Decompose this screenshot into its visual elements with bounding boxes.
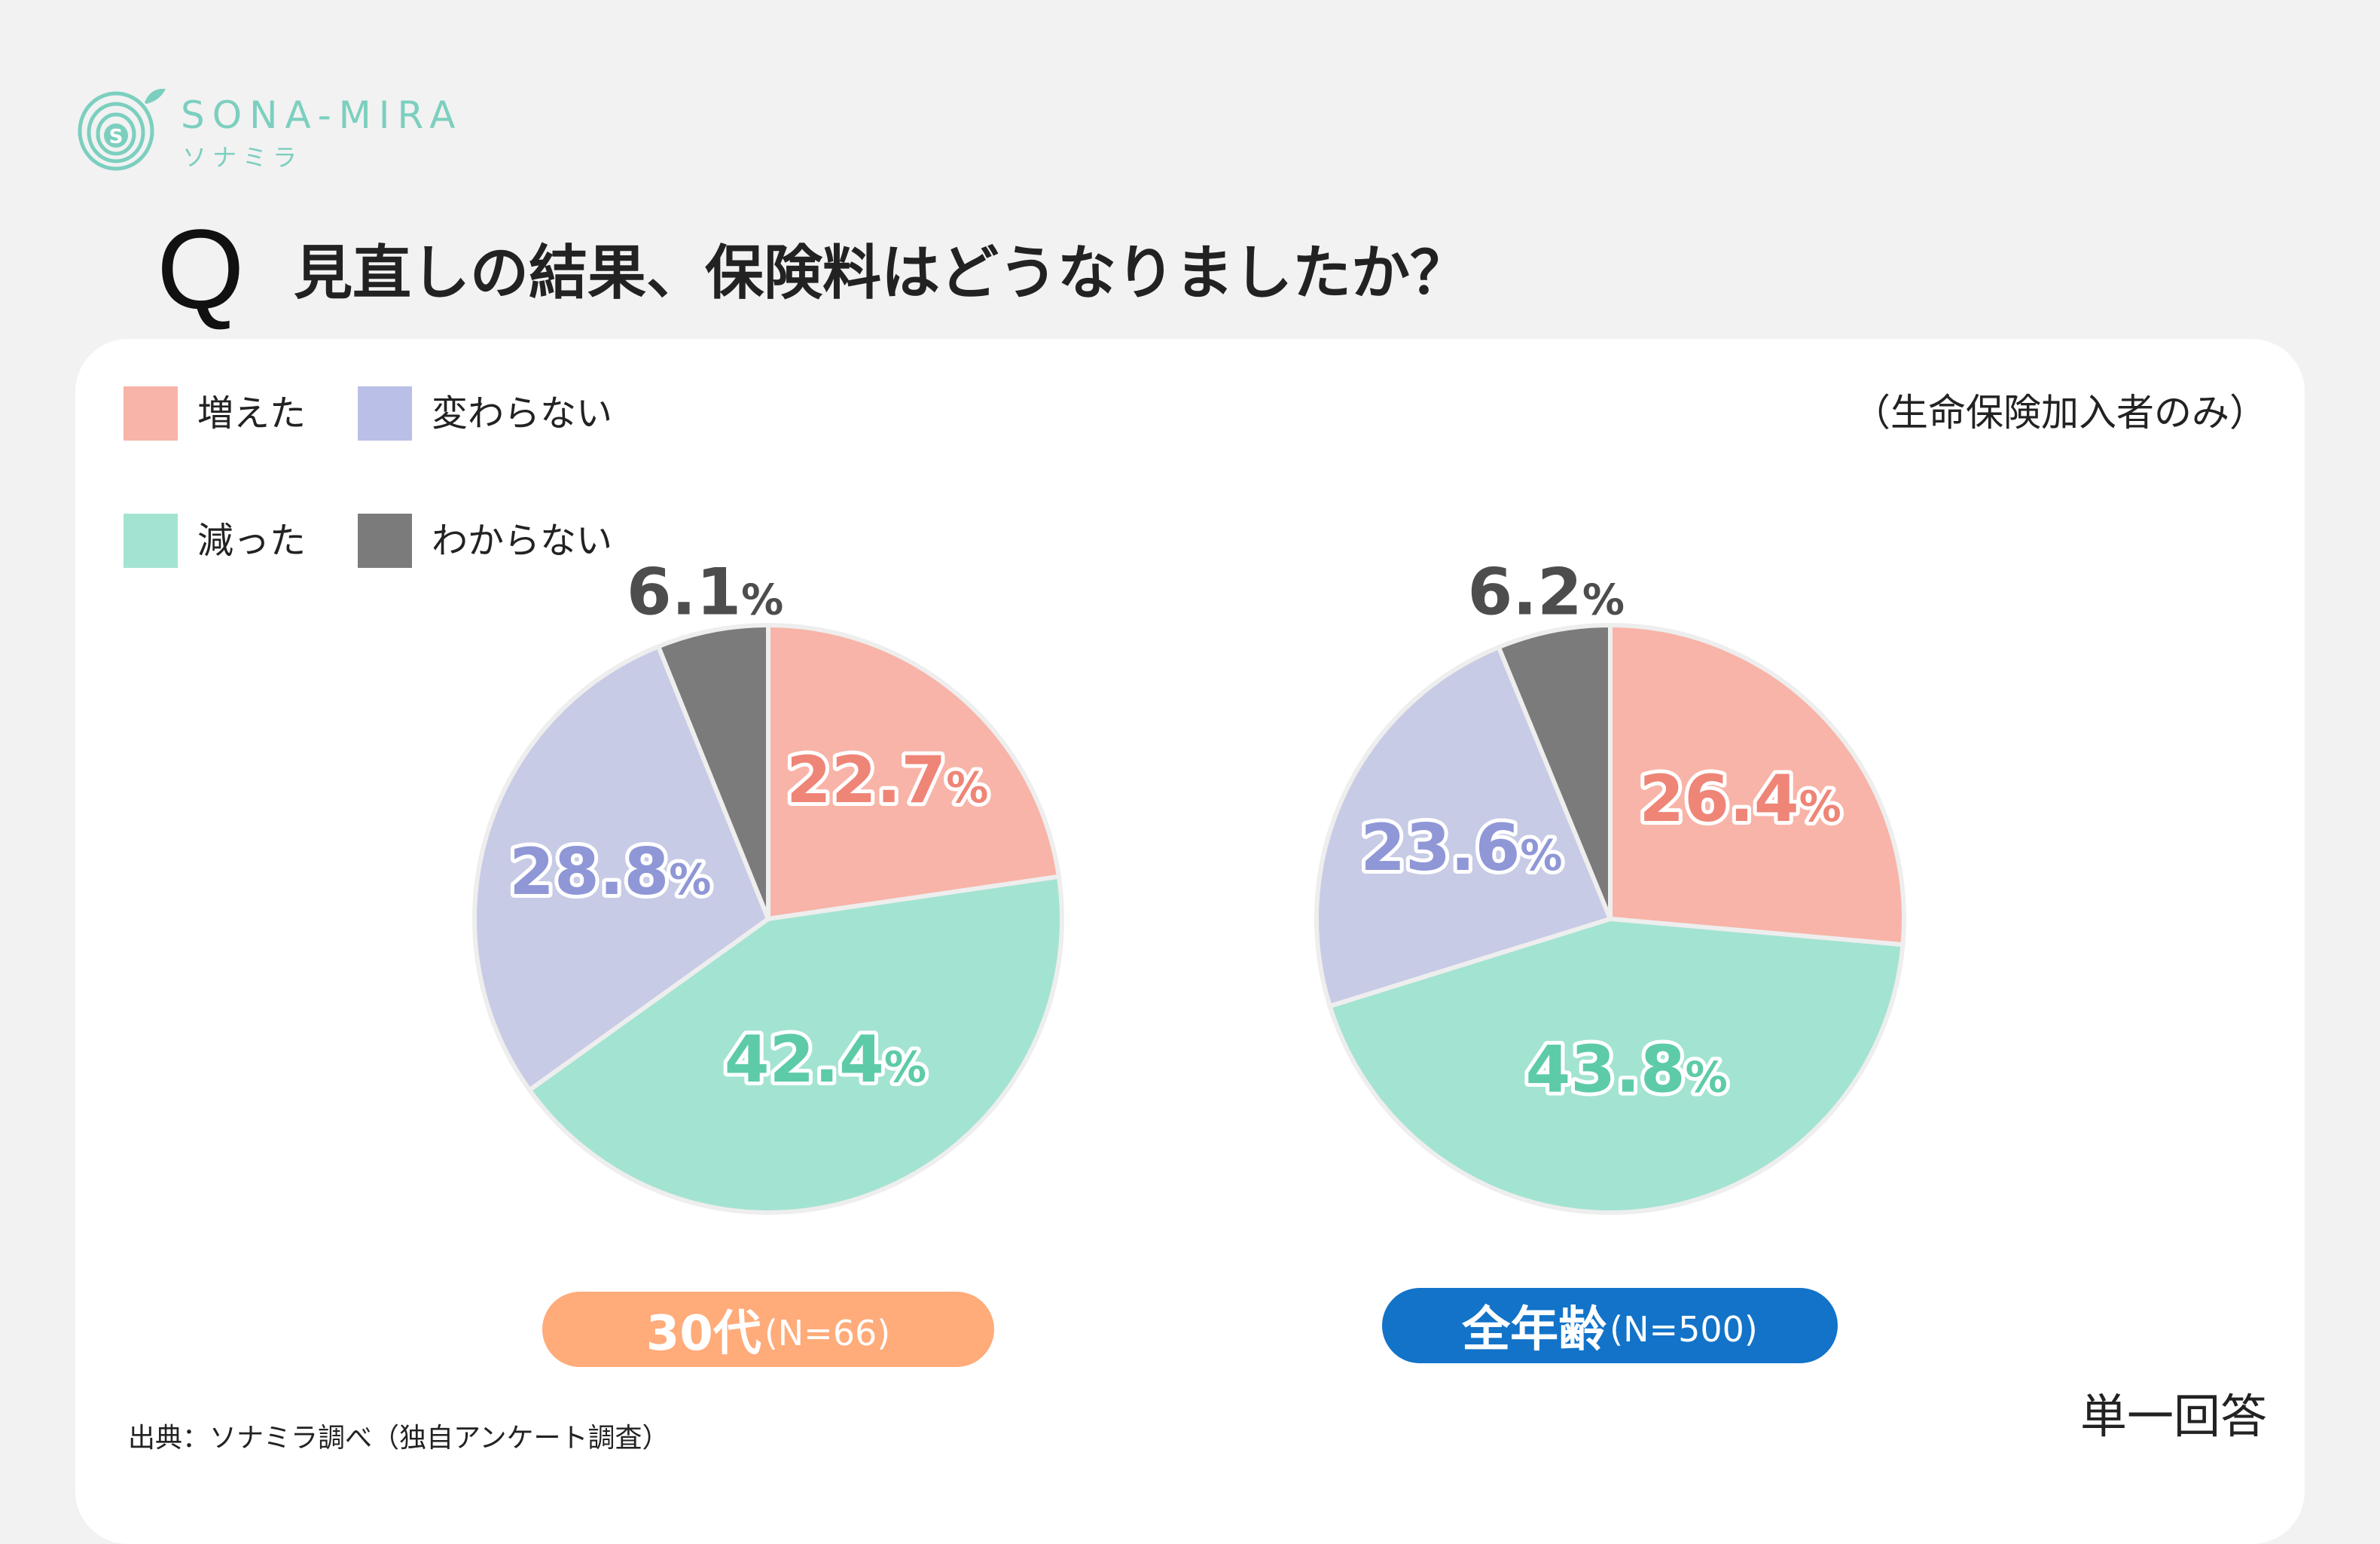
pie-slice: [472, 643, 771, 1094]
brand-name-kana: ソナミラ: [182, 143, 304, 172]
chart-panel: [75, 339, 2305, 1544]
chart-title-text: 30代: [645, 1306, 761, 1362]
pie-slice: [766, 622, 1062, 922]
legend-swatch: [358, 386, 412, 441]
question-mark-letter: Q: [157, 206, 245, 332]
legend-label: 増えた: [197, 392, 307, 435]
scope-note: （生命保険加入者のみ）: [1853, 391, 2267, 435]
legend-swatch: [124, 514, 178, 568]
chart-sample-size: (N=500): [1610, 1309, 1758, 1350]
pie-slice: [1608, 622, 1906, 947]
source-note: 出典：ソナミラ調べ（独自アンケート調査）: [128, 1423, 670, 1454]
logo-swirl-icon: S: [78, 88, 166, 171]
chart-title-all-ages: 全年齢 (N=500): [1382, 1288, 1838, 1363]
pie-chart-0: 22.7%42.4%28.8%6.1%: [472, 554, 1064, 1215]
pie-slice: [1495, 622, 1613, 920]
legend-label: 変わらない: [432, 392, 613, 435]
data-label: 22.7%: [786, 743, 988, 818]
legend-swatch: [124, 386, 178, 441]
brand-name: SONA-MIRA: [181, 93, 463, 137]
answer-type: 単一回答: [2079, 1389, 2267, 1444]
data-label: 43.8%: [1525, 1033, 1727, 1108]
chart-sample-size: (N=66): [764, 1313, 891, 1353]
pie-chart-1: 26.4%43.8%23.6%6.2%: [1314, 555, 1906, 1215]
legend-label: 減った: [197, 520, 307, 562]
legend-label: わからない: [432, 520, 613, 562]
pie-charts: 22.7%42.4%28.8%6.1% 26.4%43.8%23.6%6.2%: [472, 554, 1906, 1215]
chart-title-30s: 30代 (N=66): [542, 1292, 994, 1367]
pie-slice: [655, 622, 770, 920]
pie-slice: [1326, 916, 1906, 1215]
brand-logo: S SONA-MIRA ソナミラ: [75, 81, 482, 179]
question-title: 見直しの結果、保険料はどうなりましたか？: [294, 240, 1469, 307]
data-label: 6.1%: [627, 554, 783, 630]
legend-swatch: [358, 514, 412, 568]
svg-text:S: S: [109, 126, 124, 148]
pie-slice: [1314, 644, 1614, 1009]
chart-title-text: 全年齢: [1462, 1302, 1607, 1358]
data-label: 6.2%: [1467, 555, 1624, 630]
pie-slice: [526, 874, 1064, 1215]
